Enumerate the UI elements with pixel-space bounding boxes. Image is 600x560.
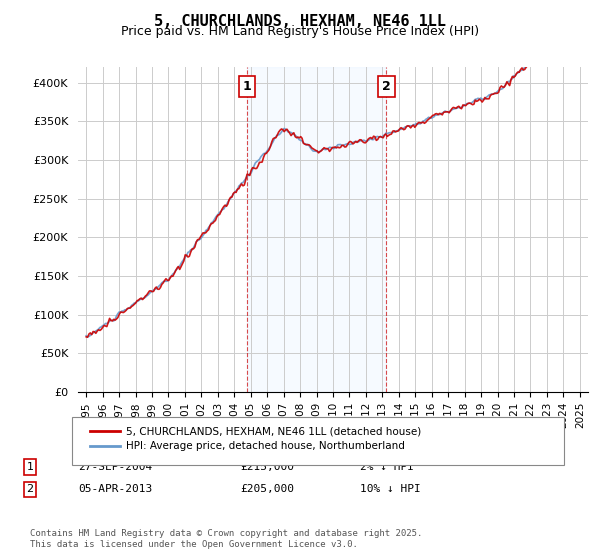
Text: 5, CHURCHLANDS, HEXHAM, NE46 1LL: 5, CHURCHLANDS, HEXHAM, NE46 1LL <box>154 14 446 29</box>
Text: 05-APR-2013: 05-APR-2013 <box>78 484 152 494</box>
Text: 2: 2 <box>382 80 391 93</box>
Text: 1: 1 <box>242 80 251 93</box>
Text: 1: 1 <box>26 462 34 472</box>
Text: 2% ↓ HPI: 2% ↓ HPI <box>360 462 414 472</box>
Text: Contains HM Land Registry data © Crown copyright and database right 2025.
This d: Contains HM Land Registry data © Crown c… <box>30 529 422 549</box>
Bar <box>247 67 386 392</box>
Text: 27-SEP-2004: 27-SEP-2004 <box>78 462 152 472</box>
Text: £205,000: £205,000 <box>240 484 294 494</box>
Text: 2: 2 <box>26 484 34 494</box>
Text: 10% ↓ HPI: 10% ↓ HPI <box>360 484 421 494</box>
Text: Price paid vs. HM Land Registry's House Price Index (HPI): Price paid vs. HM Land Registry's House … <box>121 25 479 38</box>
Text: HPI: Average price, detached house, Northumberland: HPI: Average price, detached house, Nort… <box>126 441 405 451</box>
Text: 5, CHURCHLANDS, HEXHAM, NE46 1LL (detached house): 5, CHURCHLANDS, HEXHAM, NE46 1LL (detach… <box>126 426 421 436</box>
Text: £215,000: £215,000 <box>240 462 294 472</box>
